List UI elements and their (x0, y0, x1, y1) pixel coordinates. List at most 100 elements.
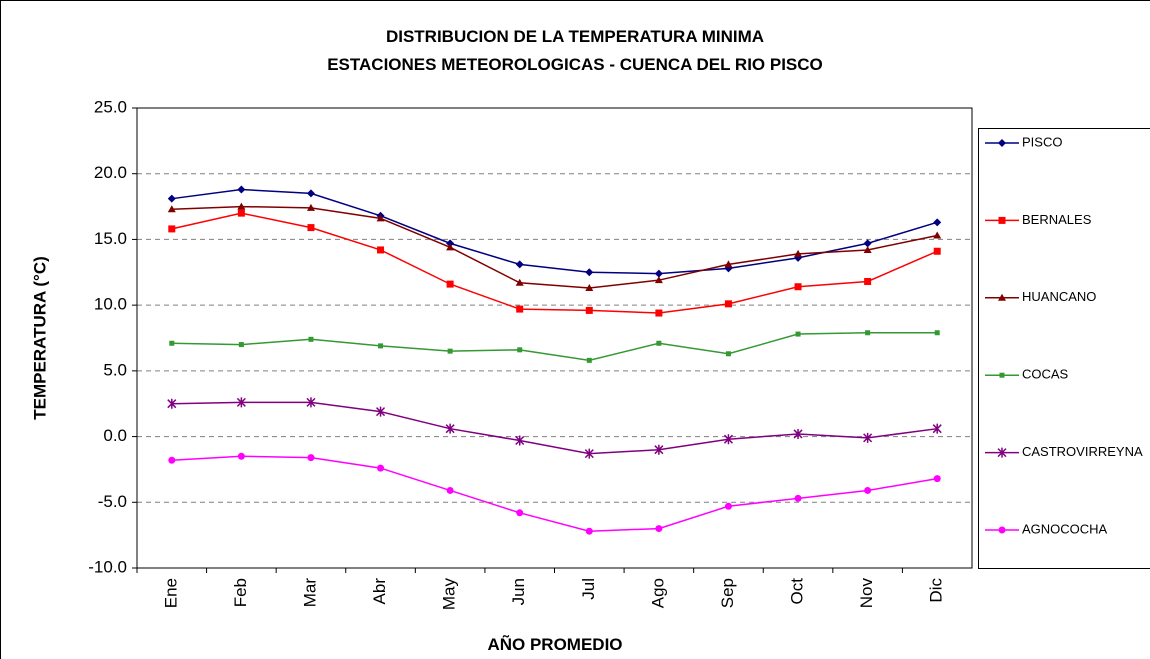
y-tick-label: 5.0 (103, 360, 127, 379)
y-tick-label: -5.0 (98, 492, 127, 511)
data-point (934, 330, 940, 336)
data-point (793, 428, 803, 439)
legend-label: BERNALES (1022, 212, 1092, 227)
data-point (237, 185, 246, 194)
data-point (306, 397, 316, 408)
data-point (237, 202, 246, 210)
x-tick-label: Sep (718, 578, 737, 608)
data-point (585, 284, 594, 292)
x-tick-label: Abr (370, 578, 389, 605)
legend-label: AGNOCOCHA (1022, 521, 1108, 536)
x-axis-title: AÑO PROMEDIO (487, 634, 622, 654)
legend-marker (998, 526, 1006, 534)
legend-label: HUANCANO (1022, 289, 1096, 304)
data-point (724, 260, 733, 268)
data-point (446, 280, 454, 288)
data-point (585, 306, 593, 314)
data-point (516, 305, 524, 313)
x-tick-label: Oct (788, 578, 807, 605)
data-point (865, 330, 871, 336)
data-point (863, 239, 872, 248)
data-point (655, 525, 663, 533)
data-point (308, 336, 314, 342)
data-point (795, 331, 801, 337)
y-tick-label: 20.0 (94, 163, 127, 182)
data-point (307, 454, 315, 462)
y-tick-label: -10.0 (88, 557, 127, 576)
plot-area (137, 108, 972, 568)
data-point (654, 269, 663, 278)
data-point (794, 494, 802, 502)
data-point (863, 245, 872, 253)
x-tick-label: May (440, 578, 459, 611)
data-point (586, 357, 592, 363)
data-point (654, 444, 664, 455)
legend-label: PISCO (1022, 134, 1062, 149)
x-tick-label: Dic (927, 578, 946, 603)
x-tick-label: Mar (300, 578, 319, 608)
data-point (655, 309, 663, 317)
x-tick-label: Ago (648, 578, 667, 608)
y-axis-title: TEMPERATURA (°C) (30, 256, 49, 420)
data-point (864, 277, 872, 285)
series-line (171, 331, 938, 362)
x-tick-label: Ene (161, 578, 180, 608)
legend-marker (997, 447, 1007, 458)
data-point (376, 214, 385, 222)
data-point (656, 340, 662, 346)
series-line (171, 205, 938, 289)
series-line (171, 455, 938, 532)
data-point (515, 278, 524, 286)
data-point (585, 527, 593, 535)
data-point (167, 398, 177, 409)
data-point (167, 205, 176, 213)
data-point (654, 276, 663, 284)
data-point (723, 434, 733, 445)
y-tick-label: 15.0 (94, 229, 127, 248)
data-point (933, 247, 941, 255)
data-point (169, 340, 175, 346)
data-point (724, 502, 732, 510)
data-point (933, 475, 941, 483)
data-point (168, 225, 176, 233)
data-point (237, 209, 245, 217)
chart-subtitle: ESTACIONES METEOROLOGICAS - CUENCA DEL R… (327, 55, 823, 74)
data-point (376, 406, 386, 417)
series-line (171, 212, 938, 314)
legend-marker (998, 293, 1006, 301)
data-point (515, 260, 524, 269)
data-point (864, 486, 872, 494)
data-point (724, 300, 732, 308)
data-point (794, 253, 803, 262)
data-point (167, 194, 176, 203)
data-point (794, 283, 802, 291)
data-point (237, 452, 245, 460)
data-point (168, 456, 176, 464)
data-point (445, 423, 455, 434)
data-point (932, 423, 942, 434)
data-point (933, 231, 942, 239)
series-line (171, 401, 938, 455)
data-point (238, 342, 244, 348)
data-point (517, 347, 523, 353)
y-tick-label: 25.0 (94, 97, 127, 116)
data-point (307, 224, 315, 232)
x-tick-label: Jul (579, 578, 598, 600)
data-point (446, 243, 455, 251)
data-point (377, 246, 385, 254)
legend-label: COCAS (1022, 367, 1069, 382)
data-point (236, 397, 246, 408)
x-tick-label: Jun (509, 578, 528, 605)
legend-marker (999, 372, 1005, 378)
data-point (516, 509, 524, 517)
data-point (378, 343, 384, 349)
legend-marker (998, 216, 1006, 224)
chart-title: DISTRIBUCION DE LA TEMPERATURA MINIMA (386, 27, 764, 46)
y-tick-label: 10.0 (94, 295, 127, 314)
data-point (306, 189, 315, 198)
data-point (794, 249, 803, 257)
data-point (515, 435, 525, 446)
series-line (171, 188, 938, 275)
